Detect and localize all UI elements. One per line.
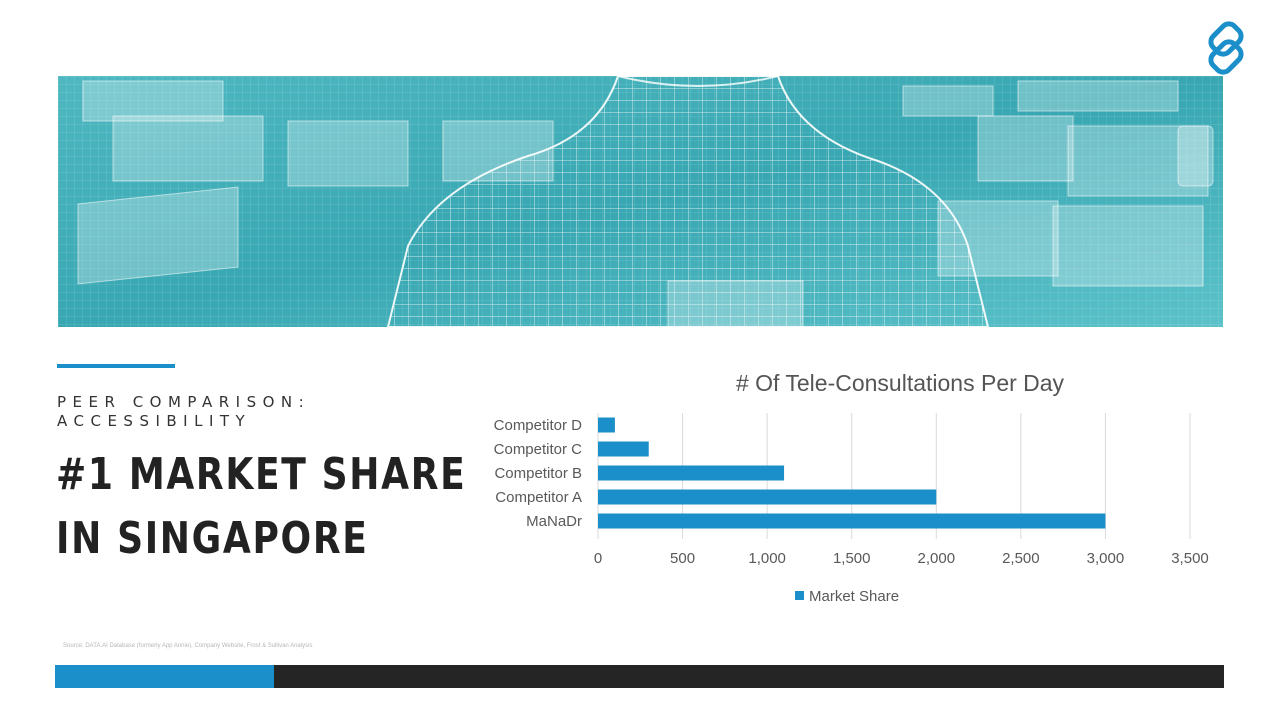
category-label: Competitor A <box>495 489 582 506</box>
source-note: Source: DATA.AI Database (formerly App A… <box>63 643 313 649</box>
bar <box>598 489 937 505</box>
x-tick-label: 500 <box>670 550 695 567</box>
category-label: MaNaDr <box>526 513 582 530</box>
page-title: #1 MARKET SHARE IN SINGAPORE <box>56 443 467 571</box>
x-tick-label: 3,000 <box>1087 550 1125 567</box>
bar <box>598 417 615 433</box>
bar-chart: Competitor D Competitor C Competitor B Comp… <box>494 413 1209 605</box>
x-tick-label: 3,500 <box>1171 550 1209 567</box>
category-label: Competitor C <box>494 441 583 458</box>
page-title-line-1: #1 MARKET SHARE <box>56 449 467 500</box>
bar <box>598 465 785 481</box>
bar <box>598 513 1106 529</box>
x-tick-label: 1,500 <box>833 550 871 567</box>
chart-title: # Of Tele-Consultations Per Day <box>735 370 1065 396</box>
x-tick-label: 2,500 <box>1002 550 1040 567</box>
accent-line <box>57 364 175 368</box>
hero-banner-image <box>58 76 1223 327</box>
legend-swatch <box>795 591 804 600</box>
legend-label: Market Share <box>809 588 899 605</box>
footer-bar <box>274 665 1224 688</box>
x-tick-label: 2,000 <box>918 550 956 567</box>
category-label: Competitor B <box>494 465 582 482</box>
footer-accent-bar <box>55 665 274 688</box>
bar <box>598 441 649 457</box>
x-tick-label: 1,000 <box>748 550 786 567</box>
logo-icon <box>1208 21 1244 75</box>
x-tick-label: 0 <box>594 550 602 567</box>
category-label: Competitor D <box>494 417 583 434</box>
section-eyebrow: PEER COMPARISON: ACCESSIBILITY <box>57 393 311 430</box>
page-title-line-2: IN SINGAPORE <box>56 513 369 564</box>
